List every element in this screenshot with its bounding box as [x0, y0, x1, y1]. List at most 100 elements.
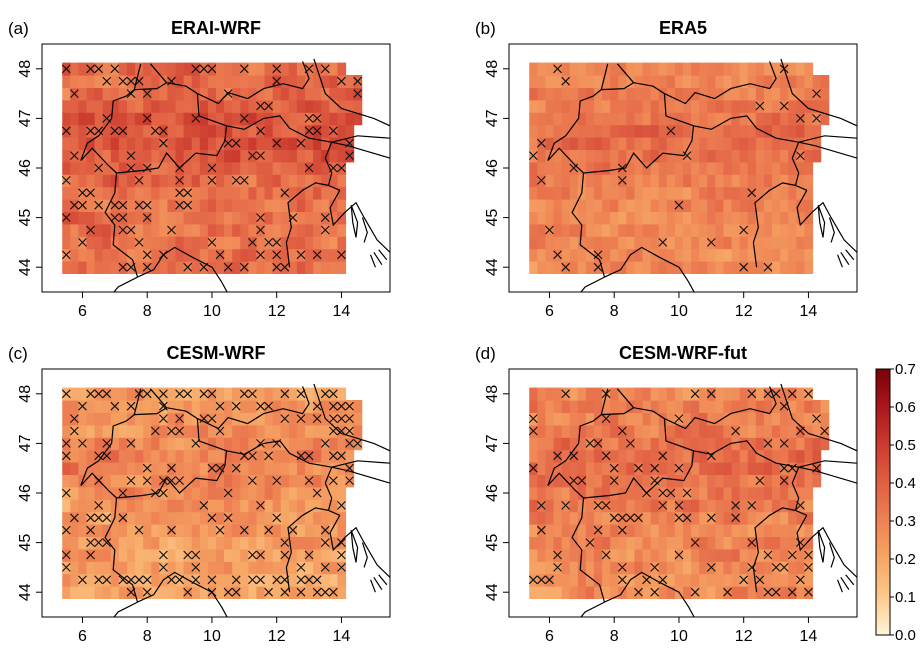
grid-cell — [772, 261, 781, 274]
grid-cell — [585, 211, 595, 225]
grid-cell — [772, 548, 781, 562]
grid-cell — [731, 112, 741, 126]
grid-cell — [256, 536, 266, 550]
grid-cell — [674, 149, 684, 163]
grid-cell — [780, 248, 789, 262]
grid-cell — [256, 486, 266, 500]
grid-cell — [143, 75, 152, 88]
grid-cell — [626, 486, 636, 500]
grid-cell — [634, 186, 644, 200]
grid-cell — [804, 174, 814, 188]
grid-cell — [272, 223, 282, 237]
grid-cell — [288, 412, 298, 426]
grid-cell — [232, 499, 241, 513]
grid-cell — [772, 112, 781, 126]
cross-marker — [215, 401, 225, 411]
cross-marker — [650, 463, 660, 473]
grid-cell — [337, 199, 347, 212]
cross-marker — [536, 575, 546, 585]
grid-cell — [804, 462, 814, 475]
grid-cell — [699, 412, 708, 426]
border-line — [752, 507, 796, 593]
grid-cell — [70, 524, 80, 537]
grid-cell — [345, 99, 355, 113]
grid-cell — [288, 573, 298, 587]
grid-cell — [731, 149, 741, 163]
grid-cell — [86, 137, 96, 150]
grid-cell — [731, 561, 741, 575]
grid-cell — [280, 62, 290, 76]
cross-marker — [296, 414, 306, 423]
grid-cell — [699, 75, 708, 88]
grid-cell — [183, 486, 193, 500]
grid-cell — [577, 586, 587, 599]
grid-cell — [207, 112, 217, 126]
grid-cell — [593, 424, 603, 438]
grid-cell — [232, 261, 241, 274]
grid-cell — [642, 124, 652, 138]
cross-marker — [763, 389, 773, 399]
grid-cell — [755, 261, 765, 274]
grid-cell — [288, 462, 298, 475]
cross-marker — [142, 575, 152, 585]
grid-cell — [707, 186, 716, 200]
grid-cell — [569, 236, 579, 250]
cross-marker — [159, 414, 168, 423]
cross-marker — [771, 563, 781, 572]
grid-cell — [529, 75, 538, 88]
grid-cell — [321, 462, 330, 475]
grid-cell — [183, 424, 193, 438]
grid-cell — [593, 474, 603, 488]
grid-cell — [699, 261, 708, 274]
grid-cell — [78, 99, 88, 113]
cross-marker — [248, 575, 257, 585]
grid-cell — [569, 412, 579, 426]
cross-marker — [78, 575, 87, 585]
grid-cell — [102, 137, 112, 150]
grid-cell — [553, 573, 563, 587]
grid-cell — [763, 161, 773, 175]
cross-marker — [175, 414, 184, 423]
grid-cell — [288, 387, 298, 401]
border-line — [137, 571, 228, 617]
grid-cell — [321, 124, 330, 138]
grid-cell — [739, 499, 749, 513]
grid-cell — [715, 511, 725, 525]
cross-marker — [787, 550, 797, 560]
grid-cell — [329, 186, 338, 200]
grid-cell — [167, 561, 177, 575]
grid-cell — [796, 99, 805, 113]
cross-marker — [674, 550, 684, 560]
grid-cell — [337, 236, 347, 250]
grid-cell — [707, 112, 716, 126]
grid-cell — [747, 112, 757, 126]
grid-cell — [216, 87, 225, 101]
grid-cell — [642, 586, 652, 599]
grid-cell — [345, 124, 355, 138]
grid-cell — [167, 449, 177, 463]
grid-cell — [626, 161, 636, 175]
grid-cell — [126, 449, 136, 463]
cross-marker — [328, 126, 338, 136]
grid-cell — [529, 174, 538, 188]
grid-cell — [280, 75, 290, 88]
grid-cell — [78, 124, 88, 138]
grid-cell — [329, 149, 338, 163]
grid-cell — [305, 248, 314, 262]
grid-cell — [296, 462, 306, 475]
grid-cell — [537, 161, 547, 175]
grid-cell — [650, 536, 660, 550]
grid-cell — [553, 112, 563, 126]
cross-marker — [312, 414, 322, 423]
grid-cell — [545, 400, 555, 413]
grid-cell — [248, 400, 258, 413]
grid-cell — [199, 174, 209, 188]
grid-cell — [772, 449, 781, 463]
cross-marker — [159, 488, 168, 498]
grid-cell — [70, 112, 80, 126]
border-line — [350, 204, 359, 238]
grid-cell — [305, 462, 314, 475]
cross-marker — [78, 439, 87, 448]
grid-cell — [167, 186, 177, 200]
